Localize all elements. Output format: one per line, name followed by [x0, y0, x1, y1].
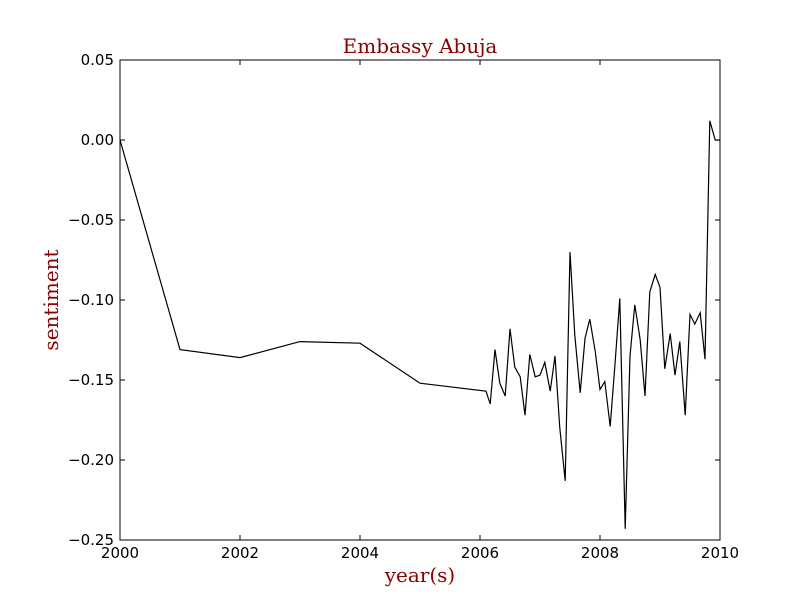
series-line: [119, 120, 720, 529]
y-tick-label: 0.00: [81, 131, 114, 149]
y-tick-label: −0.25: [68, 531, 114, 549]
x-tick-label: 2008: [581, 544, 619, 562]
y-tick-label: −0.20: [68, 451, 114, 469]
y-tick-label: −0.10: [68, 291, 114, 309]
y-tick-label: −0.15: [68, 371, 114, 389]
x-tick-label: 2004: [341, 544, 379, 562]
x-axis-label: year(s): [384, 563, 456, 587]
x-tick-label: 2010: [701, 544, 739, 562]
y-axis-label: sentiment: [39, 249, 63, 350]
axis-tick-labels: 2000 2002 2004 2006 2008 2010 0.05 0.00 −0.05 −0.…: [68, 51, 739, 562]
y-tick-label: −0.05: [68, 211, 114, 229]
series-group: [119, 120, 720, 529]
x-tick-label: 2000: [101, 544, 139, 562]
chart-title: Embassy Abuja: [343, 34, 498, 58]
plot-frame: [119, 59, 721, 541]
x-tick-label: 2002: [221, 544, 259, 562]
x-tick-label: 2006: [461, 544, 499, 562]
y-tick-label: 0.05: [81, 51, 114, 69]
